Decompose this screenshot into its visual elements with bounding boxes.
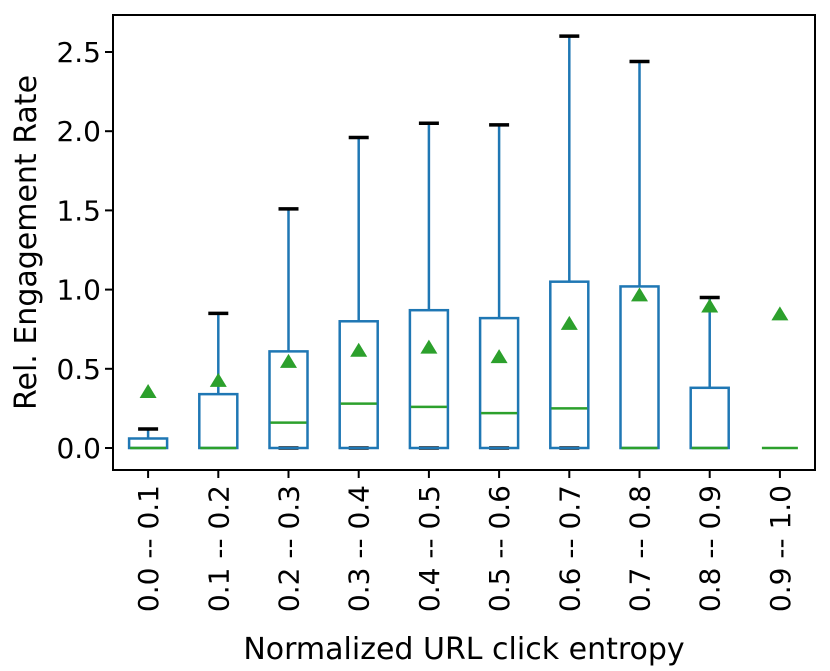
x-tick-label: 0.6 -- 0.7 [553, 485, 586, 612]
x-tick-label: 0.4 -- 0.5 [413, 485, 446, 612]
box-rect [689, 386, 730, 450]
y-tick-label: 0.5 [56, 353, 101, 386]
mean-marker [209, 372, 227, 387]
x-tick-label: 0.8 -- 0.9 [694, 485, 727, 612]
mean-marker [139, 383, 157, 398]
mean-marker [490, 349, 508, 364]
y-tick-label: 1.5 [56, 194, 101, 227]
box-rect [549, 280, 590, 450]
box-rect [198, 392, 239, 450]
mean-marker [631, 287, 648, 302]
box-rect [478, 316, 520, 450]
mean-marker [560, 315, 578, 330]
box-rect [619, 285, 660, 450]
y-axis-title: Rel. Engagement Rate [9, 75, 44, 410]
box-rect [408, 308, 450, 450]
y-tick-label: 2.5 [56, 36, 101, 69]
mean-marker [701, 298, 719, 313]
plot-border [112, 14, 816, 471]
y-tick-label: 2.0 [56, 115, 101, 148]
x-tick-label: 0.2 -- 0.3 [273, 485, 306, 612]
box-rect [127, 437, 169, 450]
x-tick-label: 0.3 -- 0.4 [343, 485, 376, 612]
mean-marker [280, 353, 297, 368]
mean-marker [771, 306, 789, 321]
y-tick-label: 1.0 [56, 274, 101, 307]
mean-marker [350, 342, 368, 357]
x-tick-label: 0.5 -- 0.6 [483, 485, 516, 612]
y-tick-label: 0.0 [56, 432, 101, 465]
box-rect [268, 350, 309, 450]
x-tick-label: 0.9 -- 1.0 [764, 485, 797, 612]
box-rect [338, 320, 379, 450]
x-tick-label: 0.0 -- 0.1 [132, 485, 165, 612]
x-axis-title: Normalized URL click entropy [243, 632, 684, 667]
x-tick-label: 0.7 -- 0.8 [624, 485, 657, 612]
x-tick-label: 0.1 -- 0.2 [202, 485, 235, 612]
mean-marker [420, 339, 438, 354]
